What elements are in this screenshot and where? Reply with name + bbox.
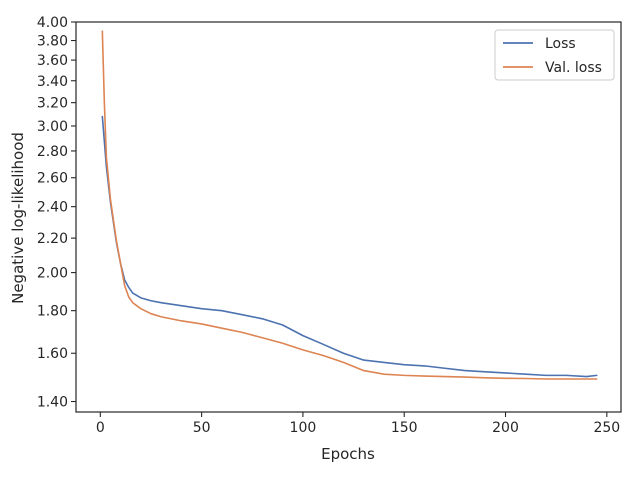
series-lines (101, 30, 598, 380)
y-tick-label: 3.00 (37, 119, 68, 135)
y-tick-label: 3.60 (37, 53, 68, 69)
y-tick-label: 1.60 (37, 346, 68, 362)
x-tick-label: 200 (492, 420, 519, 436)
x-tick-label: 0 (96, 420, 105, 436)
axes: 0 50 100 150 200 250 1.40 1.60 1.80 2.00 2.20 2.40 2… (37, 15, 622, 436)
y-axis-label: Negative log-likelihood (9, 132, 27, 304)
y-tick-label: 2.60 (37, 171, 68, 187)
series-line-val-loss (101, 30, 598, 380)
y-tick-label: 2.00 (37, 266, 68, 282)
plot-background (76, 22, 621, 412)
legend: Loss Val. loss (494, 29, 615, 81)
series-line-loss (101, 115, 598, 378)
y-tick-label: 2.80 (37, 144, 68, 160)
y-tick-label: 1.40 (37, 395, 68, 411)
y-tick-label: 3.80 (37, 34, 68, 50)
legend-label: Loss (545, 36, 576, 52)
x-tick-label: 50 (193, 420, 211, 436)
plot-frame (75, 21, 622, 413)
x-axis-label: Epochs (321, 445, 375, 463)
x-tick-label: 150 (391, 420, 418, 436)
plot-area (76, 22, 621, 412)
x-tick-label: 100 (290, 420, 317, 436)
y-tick-label: 4.00 (37, 15, 68, 31)
x-tick-label: 250 (593, 420, 620, 436)
y-tick-label: 1.80 (37, 304, 68, 320)
y-tick-label: 3.20 (37, 96, 68, 112)
y-tick-label: 2.40 (37, 200, 68, 216)
y-tick-label: 3.40 (37, 74, 68, 90)
y-tick-label: 2.20 (37, 231, 68, 247)
legend-label: Val. loss (545, 60, 602, 76)
